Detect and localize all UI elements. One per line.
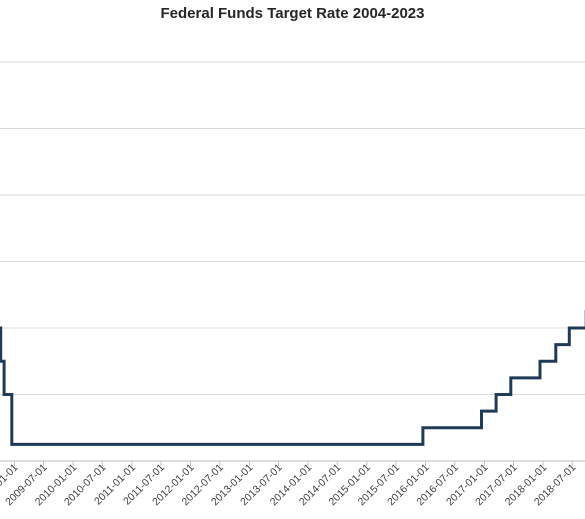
chart-title: Federal Funds Target Rate 2004-2023	[160, 5, 425, 22]
series-layer	[0, 309, 585, 446]
x-axis	[0, 460, 585, 466]
series-line	[0, 309, 585, 446]
x-tick-labels: 2008-07-012009-01-012009-07-012010-01-01…	[0, 462, 578, 509]
gridlines	[0, 61, 585, 395]
